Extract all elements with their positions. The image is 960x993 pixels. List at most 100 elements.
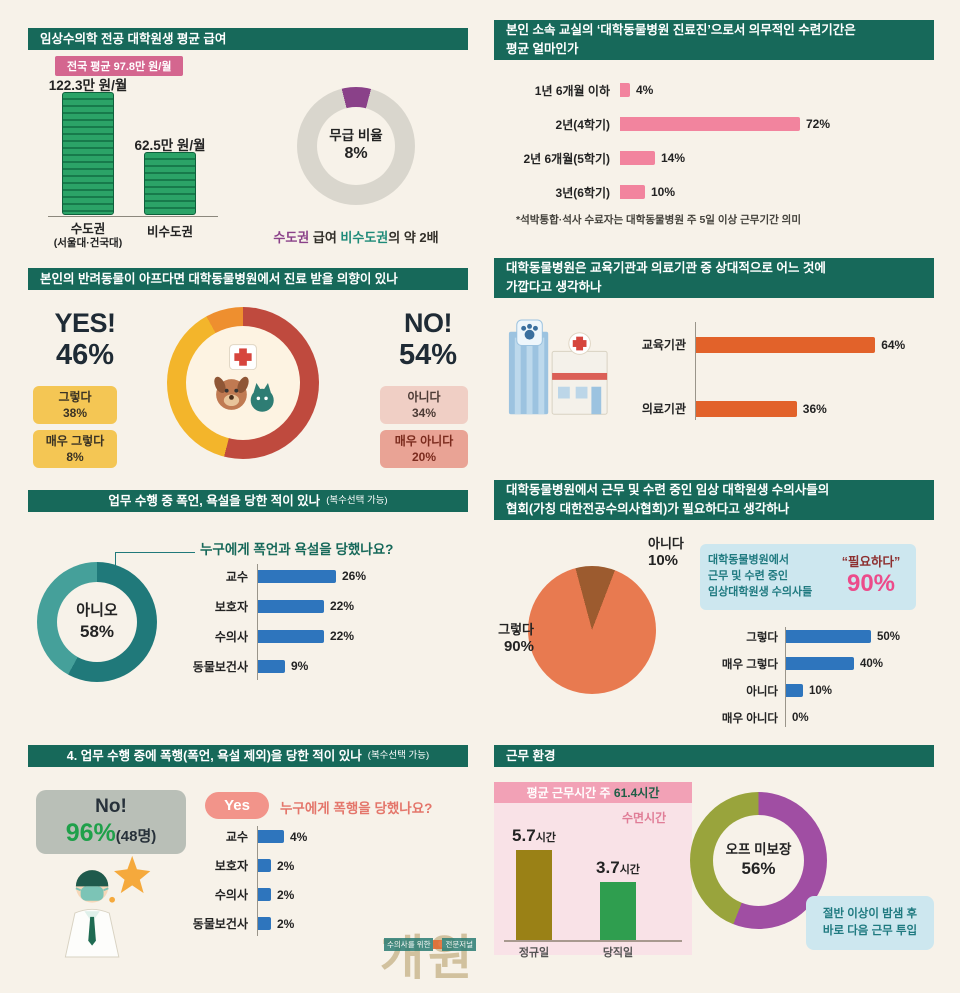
physical-row: 동물보건사 2% — [30, 916, 460, 932]
pet-yes-badge-1: 그렇다 38% — [33, 386, 117, 424]
association-pie-no-label: 아니다 10% — [648, 536, 684, 571]
info-box-line3: 임상대학원생 수의사들 — [708, 585, 813, 598]
physical-yes-badge: Yes — [205, 792, 269, 819]
institution-row-bar — [696, 400, 797, 417]
pet-yes-word: YES! — [54, 308, 116, 338]
training-row-label: 2년(4학기) — [555, 117, 610, 132]
sleep-bar2-num: 3.7 — [596, 858, 620, 877]
pet-no-word: NO! — [404, 308, 453, 338]
verbal-row: 보호자 22% — [30, 598, 460, 614]
pie-yes-text: 그렇다 — [498, 622, 534, 637]
institution-row-education: 교육기관 64% — [620, 336, 905, 353]
metro-salary-value: 122.3만 원/월 — [48, 78, 128, 93]
association-row-label: 아니다 — [746, 685, 778, 698]
workhours-badge-prefix: 평균 근무시간 주 — [526, 786, 614, 800]
pet-donut-center — [186, 326, 300, 440]
training-row: 1년 6개월 이하 4% — [500, 80, 930, 100]
physical-row-bar — [258, 830, 284, 843]
institution-row-label: 교육기관 — [641, 338, 686, 352]
verbal-donut-chart: 아니오 58% — [37, 562, 157, 682]
physical-row-pct: 2% — [277, 858, 295, 873]
verbal-row: 동물보건사 9% — [30, 658, 460, 674]
info-box-line2: 근무 및 수련 중인 — [708, 570, 789, 583]
institution-axis-line — [695, 322, 696, 420]
verbal-panel-header: 업무 수행 중 폭언, 욕설을 당한 적이 있나 (복수선택 가능) — [28, 490, 468, 512]
physical-row-pct: 2% — [277, 887, 295, 902]
info-box-text: 대학동물병원에서 근무 및 수련 중인 임상대학원생 수의사들 — [708, 553, 834, 601]
badge-label: 매우 아니다 — [394, 433, 454, 448]
institution-panel-header: 대학동물병원은 교육기관과 의료기관 중 상대적으로 어느 것에 가깝다고 생각… — [494, 258, 934, 298]
association-row-label: 그렇다 — [746, 631, 778, 644]
pet-no-badge-1: 아니다 34% — [380, 386, 468, 424]
sleep-bar2-unit: 시간 — [619, 864, 640, 876]
institution-row-label: 의료기관 — [641, 402, 686, 416]
training-row: 2년(4학기) 72% — [500, 114, 930, 134]
sleep-bar1-label: 정규일 — [518, 947, 550, 959]
physical-no-box: No! 96%(48명) — [36, 790, 186, 854]
salary-ground-line — [48, 216, 218, 217]
info-box-line1: 대학동물병원에서 — [708, 554, 789, 567]
training-row-pct: 14% — [661, 151, 686, 165]
training-footnote: *석박통합·석사 수료자는 대학동물병원 주 5일 이상 근무기간 의미 — [516, 214, 802, 226]
verbal-row-label: 보호자 — [214, 599, 248, 614]
physical-question: 누구에게 폭행을 당했나요? — [280, 801, 433, 816]
unpaid-donut-pct: 8% — [344, 145, 368, 163]
sleep-bar2-label: 당직일 — [602, 947, 634, 959]
verbal-bar-chart: 교수 26% 보호자 22% 수의사 22% 동물보건사 9% — [30, 568, 460, 688]
salary-caption-end: 의 약 2배 — [388, 230, 439, 245]
association-row-pct: 0% — [792, 711, 809, 724]
physical-row-label: 수의사 — [214, 888, 248, 902]
pet-yes-pct: 46% — [55, 339, 115, 372]
association-row-bar — [786, 657, 854, 670]
salary-caption-mid: 급여 — [309, 230, 341, 245]
doctor-illustration — [64, 855, 151, 958]
dayoff-donut-pct: 56% — [741, 859, 776, 879]
workenv-note-text: 절반 이상이 밤샘 후 바로 다음 근무 투입 — [822, 908, 918, 937]
verbal-panel-note: (복수선택 가능) — [326, 494, 388, 506]
verbal-row-pct: 26% — [342, 569, 367, 583]
verbal-row-bar — [258, 599, 324, 613]
physical-row-label: 보호자 — [214, 859, 248, 873]
verbal-donut-center: 아니오 58% — [57, 582, 137, 662]
sleep-bar1-value: 5.7시간 — [499, 826, 569, 846]
salary-caption-nonmetro: 비수도권 — [340, 230, 389, 245]
institution-row-pct: 36% — [802, 401, 827, 416]
physical-row: 교수 4% — [30, 830, 460, 845]
info-box-highlight: “필요하다” 90% — [834, 555, 908, 599]
sleep-bar1 — [516, 849, 552, 941]
training-row-bar — [620, 117, 800, 131]
physical-no-pct: 96% — [65, 819, 116, 848]
sleep-bar2-value: 3.7시간 — [583, 858, 653, 878]
verbal-row-bar — [258, 659, 285, 673]
institution-row-pct: 64% — [881, 337, 906, 352]
institution-title-line1: 대학동물병원은 교육기관과 의료기관 중 상대적으로 어느 것에 — [506, 261, 826, 276]
badge-pct: 20% — [411, 450, 437, 464]
nonmetro-money-stack — [144, 152, 196, 215]
physical-row-bar — [258, 888, 271, 901]
pet-no-badge-2: 매우 아니다 20% — [380, 430, 468, 468]
verbal-row-pct: 9% — [291, 659, 309, 673]
national-average-badge: 전국 평균 97.8만 원/월 — [55, 56, 184, 76]
training-row-bar — [620, 151, 655, 165]
association-axis-line — [785, 627, 786, 727]
training-bar-chart: 1년 6개월 이하 4% 2년(4학기) 72% 2년 6개월(5학기) 14%… — [500, 80, 930, 216]
institution-row-medical: 의료기관 36% — [620, 400, 827, 417]
verbal-donut-label: 아니오 — [76, 602, 118, 620]
physical-axis-line — [257, 826, 258, 936]
sleep-bar2 — [600, 881, 636, 941]
workhours-badge: 평균 근무시간 주 61.4시간 — [494, 782, 692, 803]
salary-panel-title: 임상수의학 전공 대학원생 평균 급여 — [40, 31, 227, 46]
training-row-label: 3년(6학기) — [555, 185, 610, 200]
verbal-panel-title: 업무 수행 중 폭언, 욕설을 당한 적이 있나 — [108, 493, 321, 508]
verbal-row-pct: 22% — [330, 629, 355, 643]
physical-row-pct: 2% — [277, 916, 295, 931]
verbal-row-label: 교수 — [225, 569, 248, 584]
unpaid-donut-label: 무급 비율 — [329, 127, 383, 143]
association-bar-chart: 그렇다 50% 매우 그렇다 40% 아니다 10% 매우 아니다 0% — [700, 630, 934, 738]
institution-title-line2: 가깝다고 생각하나 — [506, 280, 602, 294]
physical-no-count: (48명) — [115, 828, 157, 846]
sleep-baseline — [504, 940, 682, 942]
badge-pct: 34% — [411, 406, 437, 420]
workenv-panel-header: 근무 환경 — [494, 745, 934, 767]
